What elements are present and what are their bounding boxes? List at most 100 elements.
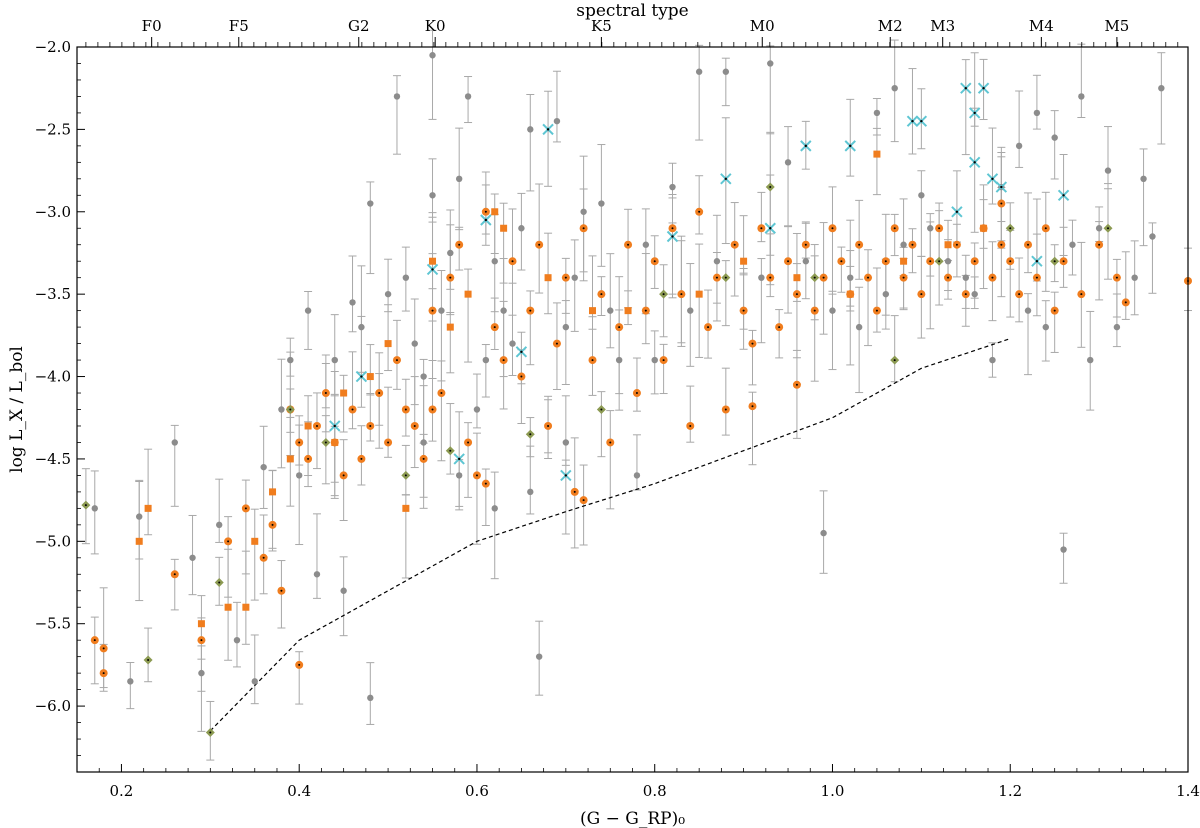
data-point-gray	[580, 208, 587, 215]
spectral-type-axis-label: spectral type	[576, 1, 689, 21]
data-point-gray	[251, 678, 258, 685]
data-point-center	[547, 424, 550, 427]
data-point-gray	[278, 406, 285, 413]
data-point-center	[147, 658, 150, 661]
data-point-square	[944, 241, 952, 249]
data-point-center	[369, 424, 372, 427]
data-point-center	[902, 276, 905, 279]
data-point-center	[964, 86, 967, 90]
data-point-center	[93, 639, 96, 642]
data-point-square	[340, 389, 348, 397]
spectral-type-label: M4	[1029, 17, 1054, 35]
data-point-center	[929, 260, 932, 263]
data-point-center	[440, 392, 443, 395]
data-point-gray	[767, 60, 774, 67]
data-point-gray	[1140, 175, 1147, 183]
data-point-gray	[802, 258, 810, 265]
data-point-center	[795, 293, 798, 296]
data-point-center	[964, 293, 967, 296]
data-point-gray	[482, 356, 490, 364]
data-point-gray	[1149, 233, 1156, 240]
data-point-square	[197, 620, 205, 628]
data-point-center	[795, 383, 798, 386]
data-point-gray	[402, 274, 410, 281]
data-point-center	[893, 359, 896, 362]
data-point-gray	[260, 463, 267, 471]
data-point-square	[384, 340, 392, 348]
spectral-type-label: F5	[229, 17, 249, 35]
data-point-gray	[518, 225, 525, 232]
data-points	[81, 52, 1192, 737]
data-point-center	[378, 392, 381, 395]
data-point-center	[991, 276, 994, 279]
data-point-center	[484, 218, 488, 222]
data-point-center	[1062, 194, 1065, 197]
x-axis-label: (G − G_RP)₀	[580, 809, 685, 828]
data-point-gray	[420, 373, 427, 380]
data-point-center	[315, 424, 318, 427]
y-tick-label: −2.0	[35, 38, 71, 56]
data-point-center	[404, 474, 407, 477]
spectral-type-label: M0	[750, 17, 775, 35]
data-point-square	[491, 208, 499, 216]
data-point-gray	[304, 307, 312, 314]
data-point-gray	[1024, 307, 1032, 314]
data-point-gray	[171, 439, 178, 446]
threshold-line-group	[209, 338, 1011, 732]
data-point-gray	[562, 439, 570, 446]
data-point-square	[224, 603, 232, 611]
data-point-gray	[393, 93, 401, 100]
data-point-center	[342, 474, 345, 477]
data-point-gray	[1069, 241, 1076, 248]
data-point-gray	[313, 571, 321, 578]
data-point-center	[920, 293, 923, 296]
x-tick-label: 0.8	[643, 782, 667, 800]
data-point-square	[846, 290, 854, 298]
data-point-gray	[989, 356, 996, 364]
data-point-center	[289, 408, 292, 411]
data-point-gray	[598, 200, 605, 207]
data-point-gray	[429, 192, 436, 199]
data-point-gray	[500, 307, 507, 314]
data-point-center	[1027, 243, 1030, 246]
data-point-gray	[367, 694, 374, 702]
data-point-center	[769, 186, 772, 189]
data-point-center	[493, 326, 496, 329]
data-point-center	[938, 260, 941, 263]
data-point-center	[484, 482, 487, 485]
data-point-center	[840, 260, 843, 263]
data-point-center	[893, 227, 896, 230]
data-point-center	[1124, 301, 1127, 304]
data-point-gray	[695, 68, 703, 75]
data-point-gray	[882, 290, 890, 298]
data-point-center	[484, 210, 487, 213]
data-point-gray	[509, 340, 516, 347]
x-tick-label: 1.4	[1176, 782, 1200, 800]
data-point-gray	[367, 200, 374, 207]
data-point-center	[244, 507, 247, 510]
data-point-center	[973, 161, 976, 164]
data-point-gray	[429, 52, 436, 59]
data-point-center	[982, 86, 985, 90]
data-point-center	[387, 441, 390, 444]
data-point-center	[1053, 309, 1056, 312]
data-point-center	[884, 260, 887, 263]
data-point-center	[600, 293, 603, 296]
data-point-center	[662, 359, 665, 362]
data-point-gray	[713, 258, 721, 265]
spectral-type-label: K0	[425, 17, 446, 35]
data-point-center	[831, 227, 834, 230]
data-point-center	[813, 309, 816, 312]
y-tick-label: −3.5	[35, 285, 71, 303]
data-point-square	[464, 290, 472, 298]
data-point-square	[624, 307, 632, 315]
data-point-square	[366, 373, 374, 381]
data-point-center	[555, 342, 558, 345]
data-point-center	[262, 556, 265, 559]
data-point-center	[911, 243, 914, 246]
data-point-center	[849, 144, 852, 148]
spectral-type-axis: F0 F5 G2 K0 K5 M0 M2 M3 M4 M5	[85, 17, 1179, 47]
data-point-square	[135, 537, 143, 545]
data-point-gray	[615, 356, 623, 364]
